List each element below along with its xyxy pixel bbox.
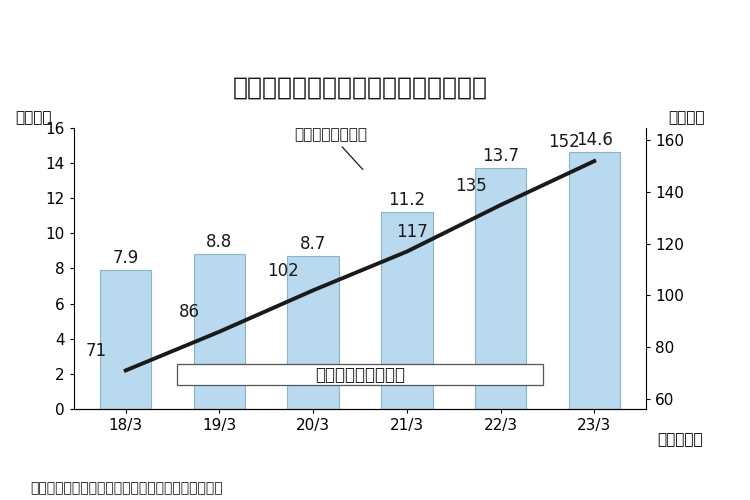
Bar — [287, 256, 339, 409]
Text: 135: 135 — [454, 176, 487, 194]
Text: 14.6: 14.6 — [576, 131, 613, 149]
Text: 契約件数（右軸）: 契約件数（右軸） — [295, 127, 368, 170]
Bar — [194, 254, 245, 409]
Text: （年／月）: （年／月） — [658, 432, 704, 446]
Text: 71: 71 — [86, 342, 106, 360]
Text: 117: 117 — [396, 223, 427, 241]
Text: 152: 152 — [548, 133, 580, 151]
Text: 7.9: 7.9 — [112, 249, 139, 267]
Bar — [475, 168, 526, 409]
Text: 102: 102 — [267, 262, 299, 280]
Bar — [100, 270, 152, 409]
Text: （万件）: （万件） — [668, 110, 704, 124]
Text: 契約資産額（左軸）: 契約資産額（左軸） — [315, 366, 405, 384]
Text: ラップ口座の資産額・契約件数の推移: ラップ口座の資産額・契約件数の推移 — [232, 76, 488, 100]
Text: 8.8: 8.8 — [206, 233, 232, 251]
Bar — [568, 152, 620, 409]
Text: 13.7: 13.7 — [482, 147, 519, 165]
FancyBboxPatch shape — [177, 364, 543, 386]
Text: 8.7: 8.7 — [300, 235, 326, 253]
Text: （注）　日本投資顧問業協会の統計データより作成: （注） 日本投資顧問業協会の統計データより作成 — [30, 481, 223, 495]
Text: 11.2: 11.2 — [388, 191, 425, 209]
Text: 86: 86 — [179, 304, 200, 322]
Text: （兆円）: （兆円） — [16, 110, 52, 124]
Bar — [381, 212, 433, 409]
